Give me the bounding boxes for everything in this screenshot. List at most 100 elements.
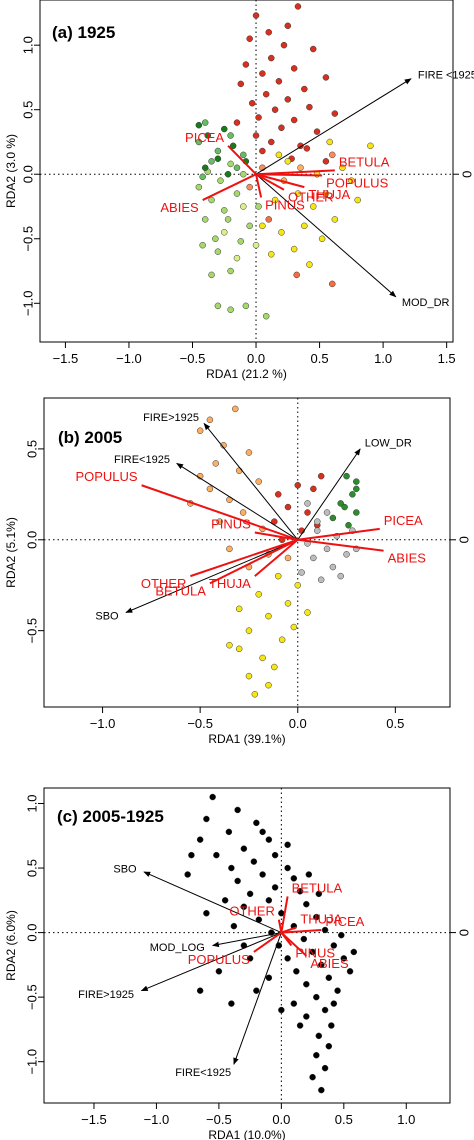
- a-point: [268, 54, 275, 62]
- a-point: [214, 147, 222, 155]
- c-point: [321, 1006, 329, 1014]
- a-arrow-label-fire-1925: FIRE <1925: [418, 70, 474, 82]
- a-point: [233, 190, 241, 197]
- c-point: [265, 974, 273, 982]
- c-species-label-populus: POPULUS: [188, 952, 250, 967]
- c-ytick-label: 0.5: [25, 859, 40, 877]
- b-point: [232, 405, 239, 413]
- b-species-line-pinus: [254, 531, 298, 541]
- a-point: [271, 196, 279, 204]
- c-species-line-abies: [280, 931, 308, 957]
- b-point: [255, 478, 262, 485]
- b-point: [212, 460, 220, 467]
- c-arrow-mod-log: [211, 932, 282, 948]
- c-point: [325, 974, 333, 982]
- a-points: [195, 3, 374, 320]
- a-point: [240, 170, 247, 178]
- a-ytick-label: −1.0: [21, 290, 36, 316]
- a-point: [318, 235, 326, 243]
- a-point: [301, 85, 308, 93]
- c-point: [234, 806, 241, 814]
- c-point: [313, 1051, 320, 1059]
- b-point: [323, 545, 331, 553]
- c-point: [315, 890, 323, 898]
- a-point: [290, 116, 298, 124]
- a-point: [290, 245, 298, 253]
- a-point: [195, 183, 203, 191]
- c-point: [221, 897, 229, 904]
- c-point: [328, 1022, 335, 1029]
- b-point: [310, 554, 317, 562]
- b-species-label-betula: BETULA: [155, 583, 206, 598]
- c-point: [215, 968, 223, 975]
- c-arrow-sbo: [143, 871, 282, 934]
- b-species-label-populus: POPULUS: [75, 469, 137, 484]
- a-point: [217, 177, 224, 184]
- c-point: [305, 871, 313, 878]
- a-point: [246, 35, 253, 42]
- a-point: [301, 222, 308, 230]
- c-arrow-label-mod-log: MOD_LOG: [150, 942, 205, 954]
- c-x-axis-label: RDA1 (10.0%): [208, 1128, 285, 1140]
- a-point: [348, 177, 355, 184]
- b-point: [337, 572, 344, 580]
- a-point: [265, 216, 272, 223]
- c-point: [338, 931, 345, 939]
- b-xtick-label: −1.0: [90, 716, 116, 731]
- a-point: [331, 110, 339, 117]
- c-point: [253, 819, 260, 827]
- a-xtick-label: 0.5: [311, 351, 329, 366]
- c-xtick-label: −1.5: [81, 1112, 107, 1127]
- b-point: [317, 472, 325, 480]
- c-point: [325, 1042, 333, 1050]
- b-species-line-abies: [297, 538, 384, 552]
- a-point: [199, 241, 206, 249]
- c-species-line-thuja: [281, 926, 297, 934]
- c-point: [309, 948, 316, 956]
- b-point: [216, 518, 223, 525]
- b-point: [294, 481, 301, 489]
- c-panel-title: (c) 2005-1925: [57, 807, 164, 826]
- b-species-label-picea: PICEA: [384, 513, 423, 528]
- b-species-label-abies: ABIES: [388, 551, 427, 566]
- a-point: [224, 216, 232, 223]
- a-ytick-label: −0.5: [21, 226, 36, 252]
- panel-c: −1.5 −1.0 −0.5 0.0 0.5 1.0 −1.0 −0.5 0.0 0.5 1.0 0 R…: [0, 760, 474, 1140]
- a-point: [227, 132, 234, 139]
- a-point: [313, 128, 321, 135]
- c-point: [203, 909, 210, 917]
- a-point: [221, 207, 228, 214]
- c-point: [303, 900, 310, 908]
- a-point: [268, 138, 275, 146]
- b-ytick-label: −0.5: [25, 618, 40, 644]
- c-point: [300, 935, 308, 943]
- a-xtick-label: −1.5: [53, 351, 79, 366]
- c-point: [340, 955, 348, 962]
- a-point: [201, 164, 209, 172]
- c-xtick-label: 1.0: [397, 1112, 415, 1127]
- c-point: [259, 828, 266, 836]
- b-arrow-label-sbo: SBO: [95, 611, 119, 623]
- b-arrow-fire-1925: [176, 463, 299, 541]
- a-point: [212, 235, 219, 243]
- b-point: [298, 569, 305, 576]
- c-point: [278, 1006, 285, 1014]
- c-point: [265, 897, 273, 904]
- a-panel-title: (a) 1925: [52, 23, 115, 42]
- a-point: [227, 160, 234, 168]
- c-point: [265, 836, 273, 843]
- c-point: [203, 815, 210, 823]
- c-point: [334, 987, 341, 994]
- b-point: [323, 509, 331, 516]
- c-point: [293, 968, 300, 975]
- a-point: [224, 170, 232, 178]
- a-xtick-label: −1.0: [116, 351, 142, 366]
- a-point: [262, 312, 270, 320]
- a-xtick-label: 1.5: [438, 351, 456, 366]
- a-xtick-label: 0.0: [247, 351, 265, 366]
- a-point: [367, 142, 374, 150]
- a-point: [199, 173, 206, 181]
- c-point: [350, 948, 358, 956]
- a-species-label-abies: ABIES: [160, 200, 199, 215]
